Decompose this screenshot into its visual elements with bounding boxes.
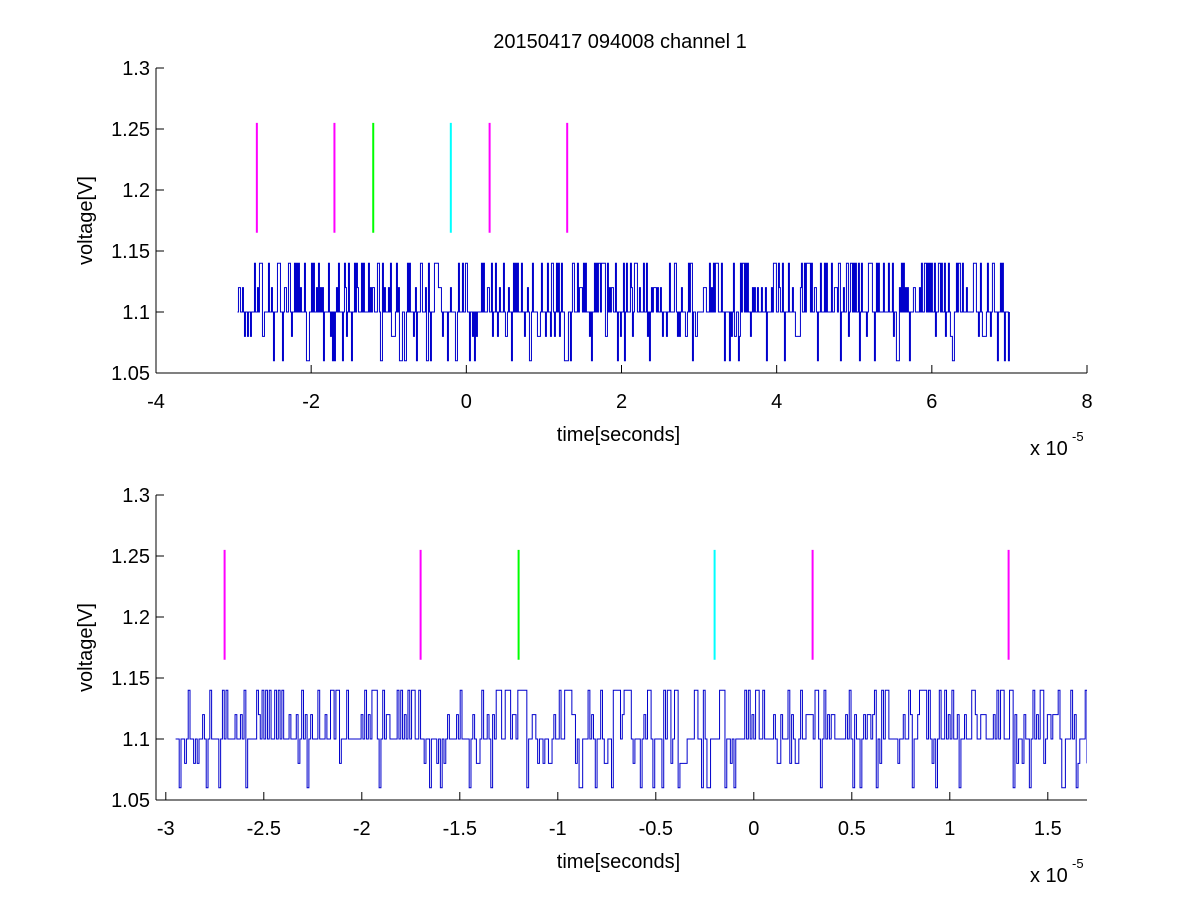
x-tick-label: 6 [926, 391, 937, 413]
x-tick-label: -2.5 [247, 818, 281, 840]
x-tick-label: -3 [157, 818, 175, 840]
y-tick-label: 1.3 [122, 58, 150, 80]
x-tick-label: 0 [461, 391, 472, 413]
y-tick-label: 1.05 [111, 363, 150, 385]
x-axis-label: time[seconds] [557, 424, 680, 446]
y-tick-label: 1.1 [122, 302, 150, 324]
y-tick-label: 1.2 [122, 607, 150, 629]
x-multiplier-exponent: -5 [1072, 429, 1084, 444]
x-tick-label: 0 [748, 818, 759, 840]
y-tick-label: 1.1 [122, 729, 150, 751]
x-tick-label: 1 [944, 818, 955, 840]
bottom-plot: 1.05 1.1 1.15 1.2 1.25 1.3 -3 -2.5 -2 -1.5 -1 -0.5 0… [75, 485, 1087, 887]
top-plot: 1.05 1.1 1.15 1.2 1.25 1.3 -4 -2 0 2 4 6 8 time[secon… [75, 58, 1093, 460]
x-tick-label: 8 [1081, 391, 1092, 413]
x-multiplier-exponent: -5 [1072, 856, 1084, 871]
x-tick-label: -2 [302, 391, 320, 413]
x-tick-label: -0.5 [639, 818, 673, 840]
x-tick-label: 1.5 [1034, 818, 1062, 840]
signal-trace [237, 262, 1010, 362]
y-tick-label: 1.25 [111, 546, 150, 568]
x-tick-label: 0.5 [838, 818, 866, 840]
y-axis-label: voltage[V] [75, 176, 97, 265]
signal-trace [175, 689, 1087, 789]
y-tick-label: 1.3 [122, 485, 150, 507]
x-tick-label: -4 [147, 391, 165, 413]
y-tick-label: 1.2 [122, 180, 150, 202]
y-axis-label: voltage[V] [75, 603, 97, 692]
x-multiplier-label: x 10 [1030, 865, 1068, 887]
x-tick-label: 2 [616, 391, 627, 413]
y-tick-label: 1.15 [111, 668, 150, 690]
x-tick-label: -1 [549, 818, 567, 840]
x-axis-label: time[seconds] [557, 851, 680, 873]
x-multiplier-label: x 10 [1030, 438, 1068, 460]
y-tick-label: 1.25 [111, 119, 150, 141]
x-tick-label: 4 [771, 391, 782, 413]
x-tick-label: -1.5 [443, 818, 477, 840]
y-tick-label: 1.15 [111, 241, 150, 263]
x-tick-label: -2 [353, 818, 371, 840]
y-tick-label: 1.05 [111, 790, 150, 812]
figure-title: 20150417 094008 channel 1 [493, 31, 747, 53]
